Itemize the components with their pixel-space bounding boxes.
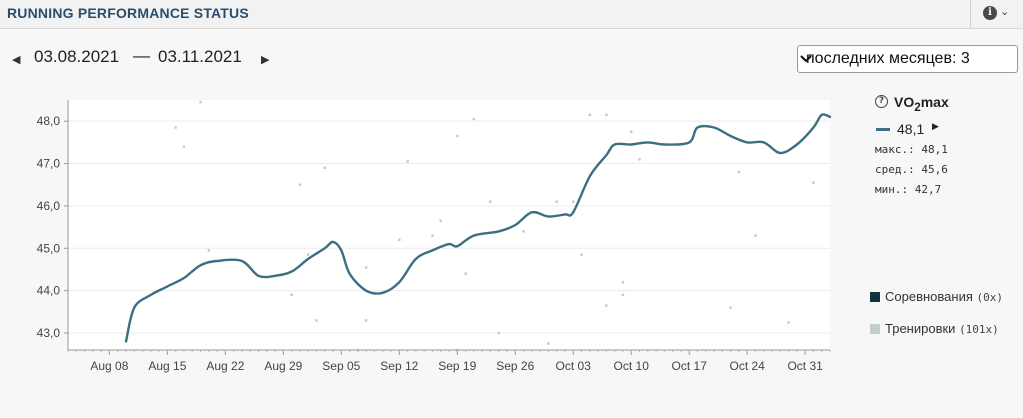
date-end: 03.11.2021 — [158, 47, 242, 66]
competitions-label: Соревнования — [885, 289, 973, 304]
training-point — [323, 166, 326, 169]
x-tick-label: Aug 22 — [206, 359, 244, 373]
chevron-down-icon — [800, 55, 812, 63]
training-point — [439, 219, 442, 222]
date-start: 03.08.2021 — [34, 47, 120, 66]
vo2max-series-line — [124, 113, 832, 343]
training-point — [621, 281, 625, 284]
x-tick-label: Oct 03 — [556, 359, 592, 373]
plot-area — [68, 100, 830, 350]
panel-title: RUNNING PERFORMANCE STATUS — [7, 5, 249, 21]
trainings-swatch — [870, 324, 880, 334]
x-tick-label: Sep 12 — [380, 359, 418, 373]
next-period-button[interactable]: ▶ — [261, 53, 269, 66]
legend-series-swatch — [876, 128, 890, 131]
training-point — [398, 238, 401, 242]
training-point — [182, 145, 186, 148]
header-divider — [970, 0, 971, 28]
training-point — [605, 304, 608, 307]
x-tick-label: Sep 19 — [438, 359, 476, 373]
training-point — [199, 100, 202, 104]
y-tick-label: 46,0 — [37, 199, 61, 213]
training-point — [489, 200, 492, 203]
triangle-right-icon[interactable]: ▶ — [932, 122, 939, 132]
chevron-down-icon: ⌄ — [1000, 5, 1010, 18]
training-point — [621, 293, 625, 297]
training-point — [580, 253, 583, 256]
info-menu-button[interactable]: i ⌄ — [983, 5, 1013, 23]
x-tick-label: Sep 26 — [496, 359, 534, 373]
training-point — [174, 126, 177, 129]
x-tick-label: Aug 08 — [90, 359, 128, 373]
x-tick-label: Oct 17 — [672, 359, 708, 373]
training-point — [290, 293, 293, 297]
training-point — [555, 200, 558, 203]
y-tick-label: 47,0 — [37, 157, 61, 171]
training-point — [522, 230, 525, 233]
training-point — [547, 342, 550, 345]
triangle-right-icon: ▶ — [261, 53, 270, 66]
training-point — [456, 134, 459, 138]
y-tick-label: 44,0 — [37, 284, 61, 298]
x-tick-label: Aug 15 — [148, 359, 186, 373]
training-point — [588, 113, 592, 117]
period-select[interactable]: последних месяцев: 3 — [797, 45, 1018, 73]
help-icon[interactable]: ? — [875, 95, 888, 108]
legend-metric-title: VO2max — [894, 94, 949, 114]
training-point — [315, 319, 318, 322]
competitions-count: (0x) — [976, 291, 1004, 304]
trainings-count: (101x) — [959, 323, 999, 336]
date-separator: — — [133, 46, 150, 65]
x-tick-label: Oct 31 — [787, 359, 823, 373]
x-tick-label: Aug 29 — [264, 359, 302, 373]
training-point — [630, 130, 633, 133]
training-point — [605, 113, 608, 117]
training-point — [572, 200, 575, 203]
training-point — [406, 160, 409, 163]
competitions-legend-item[interactable]: Соревнования (0x) — [885, 289, 1003, 304]
x-tick-label: Oct 24 — [729, 359, 765, 373]
legend-current-value: 48,1 — [897, 121, 925, 137]
training-point — [306, 253, 310, 256]
competitions-swatch — [870, 292, 880, 302]
training-point — [812, 181, 815, 184]
triangle-left-icon: ◀ — [12, 53, 21, 66]
training-point — [787, 321, 790, 324]
training-point — [737, 170, 741, 174]
x-tick-label: Sep 05 — [322, 359, 360, 373]
prev-period-button[interactable]: ◀ — [12, 53, 20, 66]
info-icon: i — [983, 6, 997, 20]
training-point — [754, 234, 757, 237]
training-point — [729, 306, 732, 309]
panel-header: RUNNING PERFORMANCE STATUS i ⌄ — [0, 0, 1023, 29]
training-point — [464, 272, 467, 275]
period-select-value: последних месяцев: 3 — [806, 50, 970, 67]
training-point — [364, 266, 368, 269]
legend-max: макс.: 48,1 — [875, 143, 948, 156]
y-tick-label: 43,0 — [37, 326, 61, 340]
training-point — [431, 234, 434, 237]
training-point — [364, 319, 368, 322]
legend-avg: сред.: 45,6 — [875, 163, 948, 176]
training-point — [497, 331, 500, 335]
trainings-label: Тренировки — [885, 321, 956, 336]
x-tick-label: Oct 10 — [614, 359, 650, 373]
y-tick-label: 48,0 — [37, 114, 61, 128]
training-point — [298, 183, 302, 186]
legend-min: мин.: 42,7 — [875, 183, 942, 196]
trainings-legend-item[interactable]: Тренировки (101x) — [885, 321, 999, 336]
training-point — [638, 158, 641, 161]
training-point — [472, 117, 476, 121]
y-tick-label: 45,0 — [37, 241, 61, 255]
training-point — [207, 249, 211, 252]
